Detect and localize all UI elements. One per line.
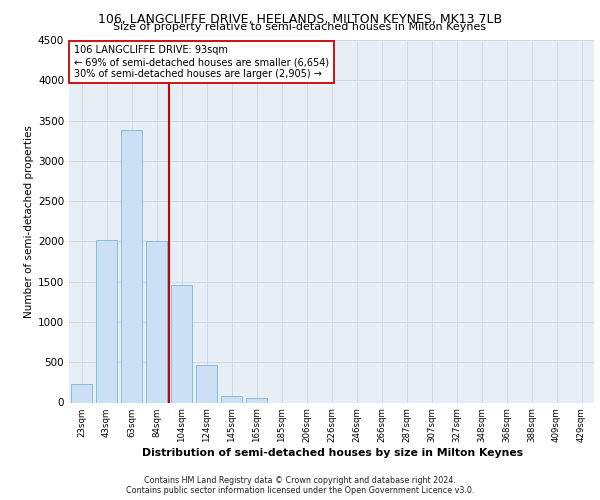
Text: Contains HM Land Registry data © Crown copyright and database right 2024.
Contai: Contains HM Land Registry data © Crown c… — [126, 476, 474, 495]
Text: Size of property relative to semi-detached houses in Milton Keynes: Size of property relative to semi-detach… — [113, 22, 487, 32]
Bar — [196, 366, 217, 403]
Text: 106 LANGCLIFFE DRIVE: 93sqm
← 69% of semi-detached houses are smaller (6,654)
30: 106 LANGCLIFFE DRIVE: 93sqm ← 69% of sem… — [74, 46, 329, 78]
Bar — [221, 396, 242, 402]
Bar — [146, 240, 167, 402]
Bar — [171, 285, 192, 403]
Text: Distribution of semi-detached houses by size in Milton Keynes: Distribution of semi-detached houses by … — [142, 448, 524, 458]
Bar — [246, 398, 267, 402]
Bar — [121, 130, 142, 402]
Bar — [96, 240, 117, 402]
Bar — [71, 384, 92, 402]
Text: 106, LANGCLIFFE DRIVE, HEELANDS, MILTON KEYNES, MK13 7LB: 106, LANGCLIFFE DRIVE, HEELANDS, MILTON … — [98, 12, 502, 26]
Y-axis label: Number of semi-detached properties: Number of semi-detached properties — [24, 125, 34, 318]
